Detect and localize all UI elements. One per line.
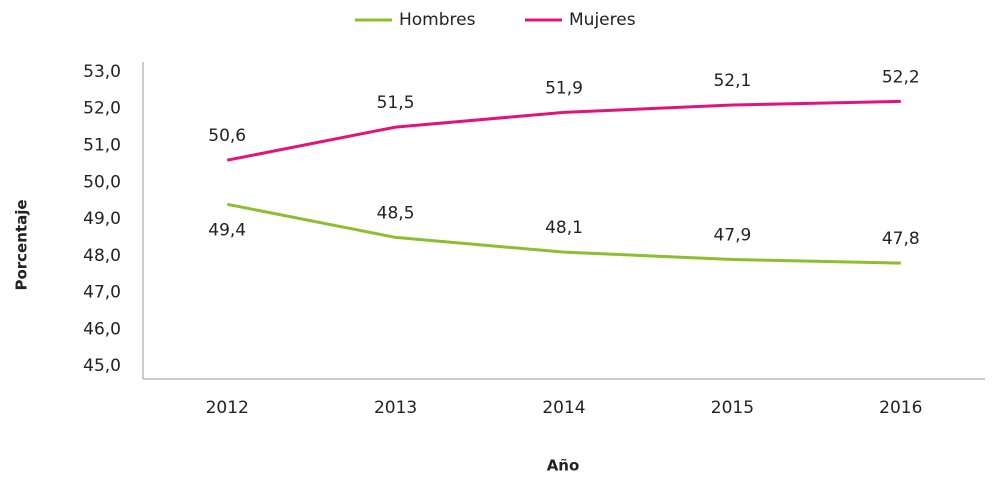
x-tick-label: 2016: [879, 398, 922, 418]
series-line: [226, 202, 901, 265]
y-tick-label: 48,0: [83, 246, 121, 266]
legend-label: Mujeres: [569, 10, 636, 30]
y-tick-label: 45,0: [83, 356, 121, 376]
data-label: 52,2: [882, 67, 920, 87]
data-label: 52,1: [713, 71, 751, 91]
x-tick-label: 2013: [374, 398, 417, 418]
data-label: 48,5: [377, 203, 415, 223]
y-tick-label: 52,0: [83, 99, 121, 119]
x-tick-label: 2014: [542, 398, 585, 418]
y-tick-label: 47,0: [83, 283, 121, 303]
data-label: 50,6: [208, 126, 246, 146]
series-line: [226, 99, 901, 162]
y-tick-label: 46,0: [83, 319, 121, 339]
y-axis-label: Porcentaje: [13, 199, 31, 290]
legend-label: Hombres: [399, 10, 476, 30]
x-tick-label: 2015: [711, 398, 754, 418]
x-tick-label: 2012: [206, 398, 249, 418]
data-label: 48,1: [545, 218, 583, 238]
y-tick-label: 51,0: [83, 135, 121, 155]
data-label: 47,8: [882, 229, 920, 249]
x-axis-label: Año: [547, 457, 580, 475]
y-tick-label: 49,0: [83, 209, 121, 229]
data-label: 51,9: [545, 78, 583, 98]
y-tick-label: 50,0: [83, 172, 121, 192]
data-label: 47,9: [713, 225, 751, 245]
y-tick-label: 53,0: [83, 62, 121, 82]
data-label: 51,5: [377, 93, 415, 113]
data-label: 49,4: [208, 220, 246, 240]
